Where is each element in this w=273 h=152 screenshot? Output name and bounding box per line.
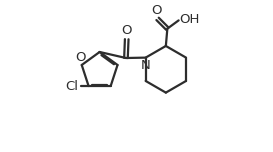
- Text: OH: OH: [179, 13, 200, 26]
- Text: O: O: [75, 51, 86, 64]
- Text: O: O: [121, 24, 132, 37]
- Text: O: O: [152, 4, 162, 17]
- Text: N: N: [141, 59, 150, 72]
- Text: Cl: Cl: [65, 79, 78, 93]
